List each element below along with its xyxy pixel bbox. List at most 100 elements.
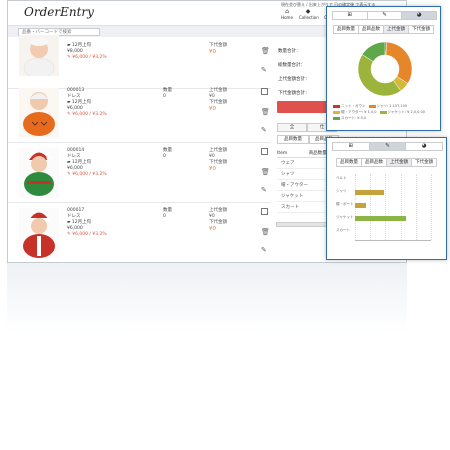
amount-block: 上代金額 ¥0 下代金額 ¥0: [209, 88, 227, 113]
tab-all[interactable]: 全: [277, 123, 307, 132]
order-submit-button[interactable]: [277, 101, 339, 113]
tab-wholesale-amount[interactable]: 下代金額: [411, 158, 437, 167]
unit-price: ¥6,000: [67, 166, 83, 171]
grid-line: [431, 174, 432, 240]
reflection: [7, 262, 407, 332]
bar[interactable]: [355, 216, 406, 221]
legend-item: シャツ: 2,157,100: [368, 103, 407, 109]
tab-retail-amount[interactable]: 上代金額: [386, 158, 411, 167]
baby-pumpkin-image: [19, 88, 59, 138]
summary-panel: 数量合計： 総数量合計： 上代金額合計： 下代金額合計： 全 仕 品目数量 品目…: [273, 37, 406, 262]
product-name: ドレス: [67, 214, 81, 219]
edit-icon[interactable]: ✎: [261, 66, 267, 74]
amount-block: 上代金額 ¥0 下代金額 ¥0: [209, 208, 227, 233]
order-row[interactable]: 000014 ドレス ▰ 12月上旬 ¥6,000 ✎ ¥6,000 / ¥3.…: [8, 143, 271, 203]
nav-collection[interactable]: ◆ Collection: [299, 8, 319, 20]
tab-wholesale-amount[interactable]: 下代金額: [408, 25, 434, 34]
category-label: スカート: [336, 228, 350, 232]
x-axis: [355, 240, 431, 241]
order-row[interactable]: 000013 ドレス ▰ 12月上旬 ¥6,000 ✎ ¥6,000 / ¥3.…: [8, 83, 271, 143]
trash-icon[interactable]: 🗑: [261, 168, 270, 176]
edit-icon[interactable]: ✎: [261, 246, 267, 254]
wholesale-price: ✎ ¥6,000 / ¥3.2%: [67, 112, 107, 117]
table-row: シャツ: [277, 169, 339, 180]
app-logo[interactable]: OrderEntry: [24, 5, 94, 19]
retail-amount-value: ¥0: [209, 94, 215, 99]
order-row[interactable]: 000017 ドレス ▰ 12月上旬 ¥6,000 ✎ ¥6,000 / ¥3.…: [8, 203, 271, 262]
table-row: ウェア: [277, 158, 339, 169]
bar[interactable]: [355, 203, 366, 208]
legend-swatch: [368, 104, 376, 108]
chart-edit-icon[interactable]: ✎: [368, 12, 403, 19]
metric-tabs: 品目数量 品目品数 上代金額 下代金額: [333, 25, 434, 34]
product-code: 000017: [67, 208, 85, 213]
chart-edit-icon[interactable]: ✎: [369, 143, 407, 150]
quantity-label: 数量: [163, 208, 172, 213]
product-photo[interactable]: [19, 148, 59, 198]
tab-retail-amount[interactable]: 上代金額: [383, 25, 408, 34]
edit-icon[interactable]: ✎: [261, 126, 267, 134]
grid-icon[interactable]: ⊞: [333, 143, 370, 150]
tab-item-qty[interactable]: 品目数量: [333, 25, 358, 34]
product-info: ▰ 12月上旬 ¥8,000 ✎ ¥6,000 / ¥3,2%: [67, 43, 107, 61]
order-row[interactable]: ▰ 12月上旬 ¥8,000 ✎ ¥6,000 / ¥3,2% 下代金額 ¥0 …: [8, 29, 271, 89]
nav-collection-label: Collection: [299, 15, 319, 20]
product-info: 000014 ドレス ▰ 12月上旬 ¥6,000 ✎ ¥6,000 / ¥3.…: [67, 148, 107, 178]
wholesale-amount-label: 下代金額: [209, 220, 227, 225]
retail-amount-label: 上代金額: [209, 208, 227, 213]
wholesale-price: ✎ ¥6,000 / ¥3.2%: [67, 172, 107, 177]
product-info: 000017 ドレス ▰ 12月上旬 ¥6,000 ✎ ¥6,000 / ¥3.…: [67, 208, 107, 238]
quantity-block: 数量 0: [163, 208, 172, 220]
table-header: Item 商品数量: [277, 149, 339, 158]
tab-item-qty[interactable]: 品目数量: [336, 158, 361, 167]
product-photo[interactable]: [19, 208, 59, 258]
column-header-qty: 商品数量: [308, 151, 327, 156]
pie-icon[interactable]: ◕: [421, 143, 427, 149]
grid-line: [415, 174, 417, 240]
trash-icon[interactable]: 🗑: [261, 108, 270, 116]
legend-label: 帽・アウター: ¥ 1,0,0: [341, 110, 377, 114]
legend-item: 帽・アウター: ¥ 1,0,0: [333, 109, 377, 115]
search-input[interactable]: [18, 28, 100, 36]
nav-home[interactable]: ⌂ Home: [278, 8, 296, 20]
summary-table: Item 商品数量 ウェア シャツ 帽・アウター ジャケット スカート: [277, 149, 339, 213]
wholesale-amount-value: ¥0: [209, 106, 216, 112]
product-code: 000013: [67, 88, 85, 93]
wholesale-total-label: 下代金額合計：: [278, 91, 310, 96]
quantity-block: 数量 0: [163, 148, 172, 160]
product-photo[interactable]: [19, 35, 59, 76]
legend-label: ジャケット: ¥ 2,0,0,00: [387, 110, 425, 114]
quantity-value: 0: [163, 154, 166, 159]
wholesale-amount-value: ¥0: [209, 226, 216, 232]
bar[interactable]: [355, 190, 384, 195]
select-checkbox[interactable]: [261, 148, 268, 155]
donut-slice[interactable]: [385, 41, 413, 84]
trash-icon[interactable]: 🗑: [261, 228, 270, 236]
grid-icon[interactable]: ⊞: [333, 12, 368, 19]
bar-chart: ベルト シャツ 帽・ボート ジャケット スカート: [336, 174, 435, 242]
tab-item-count[interactable]: 品目品数: [358, 25, 383, 34]
select-checkbox[interactable]: [261, 88, 268, 95]
view-tabs: ⊞ ✎ ◕: [332, 11, 437, 20]
donut-slice[interactable]: [361, 41, 386, 62]
bar-chart-panel: ⊞ ✎ ◕ 品目数量 品目品数 上代金額 下代金額 ベルト シャツ 帽・ボート ジャケ…: [326, 137, 447, 260]
product-name: ドレス: [67, 154, 81, 159]
pie-icon[interactable]: ◕: [402, 12, 437, 19]
category-label: シャツ: [336, 189, 347, 193]
legend-swatch: [333, 116, 340, 120]
edit-icon[interactable]: ✎: [261, 186, 267, 194]
retail-amount-value: ¥0: [209, 214, 215, 219]
donut-slice[interactable]: [357, 54, 402, 97]
wholesale-price: ✎ ¥6,000 / ¥3,2%: [67, 55, 107, 60]
table-row: ジャケット: [277, 191, 339, 202]
tab-item-qty[interactable]: 品目数量: [277, 135, 309, 144]
product-info: 000013 ドレス ▰ 12月上旬 ¥6,000 ✎ ¥6,000 / ¥3.…: [67, 88, 107, 118]
select-checkbox[interactable]: [261, 208, 268, 215]
delivery-text: ▰ 12月上旬: [67, 43, 92, 48]
quantity-value: 0: [163, 94, 166, 99]
amount-value: ¥0: [209, 49, 216, 55]
product-photo[interactable]: [19, 88, 59, 138]
trash-icon[interactable]: 🗑: [261, 47, 270, 55]
legend-swatch: [379, 110, 387, 114]
tab-item-count[interactable]: 品目品数: [361, 158, 386, 167]
